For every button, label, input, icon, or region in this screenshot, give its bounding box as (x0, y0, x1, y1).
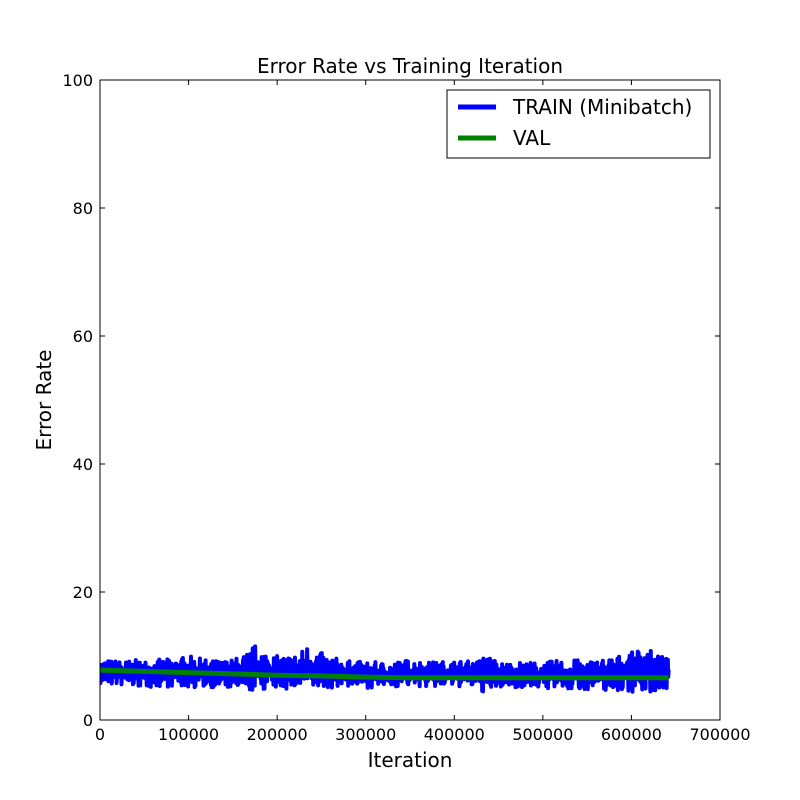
x-axis-label: Iteration (368, 748, 453, 772)
chart-title: Error Rate vs Training Iteration (257, 54, 563, 78)
legend-label-train: TRAIN (Minibatch) (512, 95, 692, 119)
plot-background (100, 80, 720, 720)
legend-label-val: VAL (513, 126, 551, 150)
legend: TRAIN (Minibatch) VAL (446, 89, 711, 159)
y-tick-label: 20 (73, 583, 93, 602)
y-tick-label: 100 (62, 71, 93, 90)
x-tick-label: 100000 (158, 725, 219, 744)
x-tick-label: 300000 (335, 725, 396, 744)
y-tick-label: 0 (83, 711, 93, 730)
x-tick-label: 600000 (601, 725, 662, 744)
x-tick-label: 700000 (689, 725, 750, 744)
series-line-val (100, 667, 669, 681)
y-axis-label: Error Rate (32, 350, 56, 451)
y-tick-label: 80 (73, 199, 93, 218)
legend-frame (446, 89, 711, 159)
y-tick-label: 60 (73, 327, 93, 346)
plot-frame (99, 79, 721, 721)
x-tick-label: 400000 (424, 725, 485, 744)
y-tick-label: 40 (73, 455, 93, 474)
plot-area (99, 79, 721, 721)
x-tick-label: 200000 (247, 725, 308, 744)
x-tick-label: 0 (95, 725, 105, 744)
x-tick-label: 500000 (512, 725, 573, 744)
